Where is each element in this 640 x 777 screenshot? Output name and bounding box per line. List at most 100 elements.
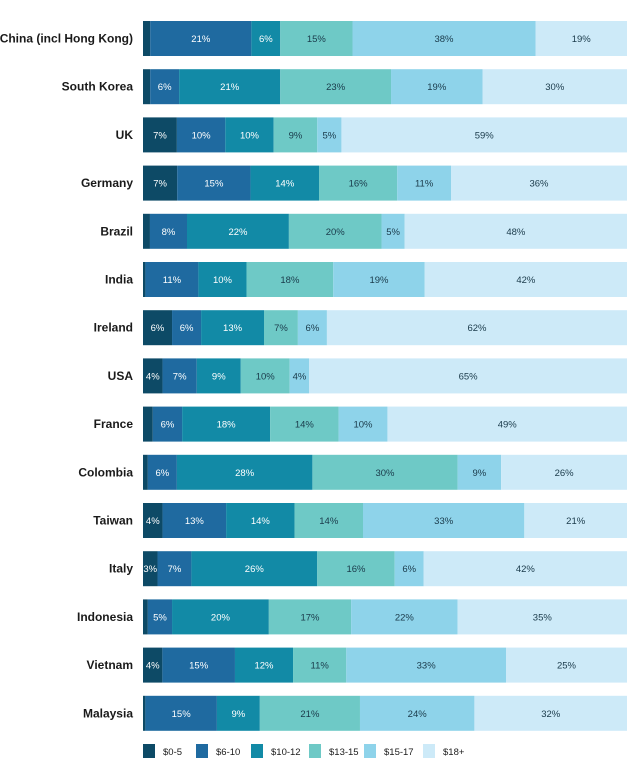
bar-segment bbox=[309, 358, 627, 394]
data-label: 16% bbox=[349, 179, 369, 190]
bar-segment bbox=[143, 21, 151, 56]
data-label: 26% bbox=[555, 468, 575, 479]
bar-segment bbox=[225, 117, 274, 153]
bar-segment bbox=[191, 551, 318, 587]
bar-segment bbox=[145, 262, 199, 297]
bar-segment bbox=[143, 69, 151, 105]
data-label: 11% bbox=[311, 661, 330, 672]
data-label: 12% bbox=[254, 661, 274, 672]
bar-segment bbox=[397, 165, 451, 201]
bar-row: UK 7% 10% 10% 9% 5% 59% bbox=[116, 117, 627, 153]
bar-segment bbox=[172, 599, 269, 635]
bar-segment bbox=[147, 454, 177, 490]
data-label: 22% bbox=[228, 227, 248, 238]
bar-segment bbox=[162, 647, 235, 683]
bar-row: Malaysia 15% 9% 21% 24% 32% bbox=[83, 695, 627, 731]
legend-item: $15-17 bbox=[364, 744, 414, 758]
bar-row: India 11% 10% 18% 19% 42% bbox=[105, 262, 627, 297]
bar-segment bbox=[172, 310, 202, 346]
data-label: 17% bbox=[300, 612, 320, 623]
data-label: 33% bbox=[434, 516, 454, 527]
data-label: 15% bbox=[204, 179, 224, 190]
data-label: 6% bbox=[306, 323, 320, 334]
data-label: 9% bbox=[473, 468, 487, 479]
data-label: 14% bbox=[275, 179, 295, 190]
bar-segment bbox=[352, 21, 536, 56]
country-label: Vietnam bbox=[87, 658, 133, 672]
bar-segment bbox=[157, 551, 192, 587]
bar-segment bbox=[273, 117, 318, 153]
data-label: 7% bbox=[153, 130, 167, 141]
legend-swatch bbox=[143, 744, 155, 758]
bar-segment bbox=[293, 647, 347, 683]
bar-segment bbox=[294, 503, 363, 538]
legend-swatch bbox=[251, 744, 263, 758]
data-label: 5% bbox=[386, 227, 400, 238]
bar-segment bbox=[226, 503, 295, 538]
bar-segment bbox=[288, 213, 382, 249]
data-label: 3% bbox=[143, 564, 157, 575]
legend-swatch bbox=[423, 744, 435, 758]
country-label: China (incl Hong Kong) bbox=[0, 32, 133, 46]
bar-segment bbox=[143, 262, 146, 297]
legend-label: $10-12 bbox=[271, 747, 301, 758]
country-label: Malaysia bbox=[83, 706, 133, 720]
bar-segment bbox=[326, 310, 627, 346]
data-label: 6% bbox=[402, 564, 416, 575]
bar-segment bbox=[297, 310, 327, 346]
data-label: 4% bbox=[146, 661, 160, 672]
bar-segment bbox=[264, 310, 298, 346]
bar-segment bbox=[198, 262, 247, 297]
bar-segment bbox=[535, 21, 627, 56]
bar-segment bbox=[240, 358, 290, 394]
bar-row: South Korea 6% 21% 23% 19% 30% bbox=[62, 69, 627, 105]
legend-item: $10-12 bbox=[251, 744, 301, 758]
bar-row: Italy 3% 7% 26% 16% 6% 42% bbox=[109, 551, 627, 587]
legend-item: $6-10 bbox=[196, 744, 240, 758]
data-label: 19% bbox=[572, 34, 592, 45]
bar-segment bbox=[176, 454, 313, 490]
bar-segment bbox=[423, 551, 627, 587]
data-label: 20% bbox=[211, 612, 231, 623]
legend-label: $0-5 bbox=[163, 747, 182, 758]
bar-segment bbox=[162, 358, 197, 394]
bar-segment bbox=[387, 406, 627, 442]
bar-row: France 6% 18% 14% 10% 49% bbox=[94, 406, 627, 442]
bar-segment bbox=[150, 21, 252, 56]
data-label: 21% bbox=[300, 709, 320, 720]
data-label: 4% bbox=[293, 371, 307, 382]
data-label: 36% bbox=[529, 179, 549, 190]
data-label: 10% bbox=[240, 130, 260, 141]
bar-segment bbox=[319, 165, 398, 201]
bar-segment bbox=[394, 551, 424, 587]
data-label: 14% bbox=[319, 516, 339, 527]
bar-segment bbox=[341, 117, 627, 153]
country-label: South Korea bbox=[62, 80, 134, 94]
bar-segment bbox=[143, 213, 150, 249]
country-label: Italy bbox=[109, 562, 133, 576]
bar-segment bbox=[457, 599, 627, 635]
bar-segment bbox=[457, 454, 502, 490]
bar-segment bbox=[143, 117, 177, 153]
bar-segment bbox=[280, 21, 353, 56]
bar-segment bbox=[179, 69, 281, 105]
legend-swatch bbox=[364, 744, 376, 758]
data-label: 13% bbox=[223, 323, 243, 334]
bar-segment bbox=[201, 310, 264, 346]
bar-row: Indonesia 5% 20% 17% 22% 35% bbox=[77, 599, 627, 635]
data-label: 9% bbox=[212, 371, 226, 382]
data-label: 16% bbox=[346, 564, 366, 575]
country-label: France bbox=[94, 417, 134, 431]
bar-row: Germany 7% 15% 14% 16% 11% 36% bbox=[81, 165, 627, 201]
bar-segment bbox=[259, 695, 360, 731]
data-label: 6% bbox=[158, 82, 172, 93]
data-label: 21% bbox=[220, 82, 240, 93]
bar-segment bbox=[312, 454, 458, 490]
data-label: 6% bbox=[155, 468, 169, 479]
data-label: 62% bbox=[467, 323, 487, 334]
bar-segment bbox=[143, 695, 146, 731]
data-label: 26% bbox=[245, 564, 265, 575]
legend-label: $6-10 bbox=[216, 747, 240, 758]
data-label: 9% bbox=[289, 130, 303, 141]
data-label: 30% bbox=[375, 468, 395, 479]
